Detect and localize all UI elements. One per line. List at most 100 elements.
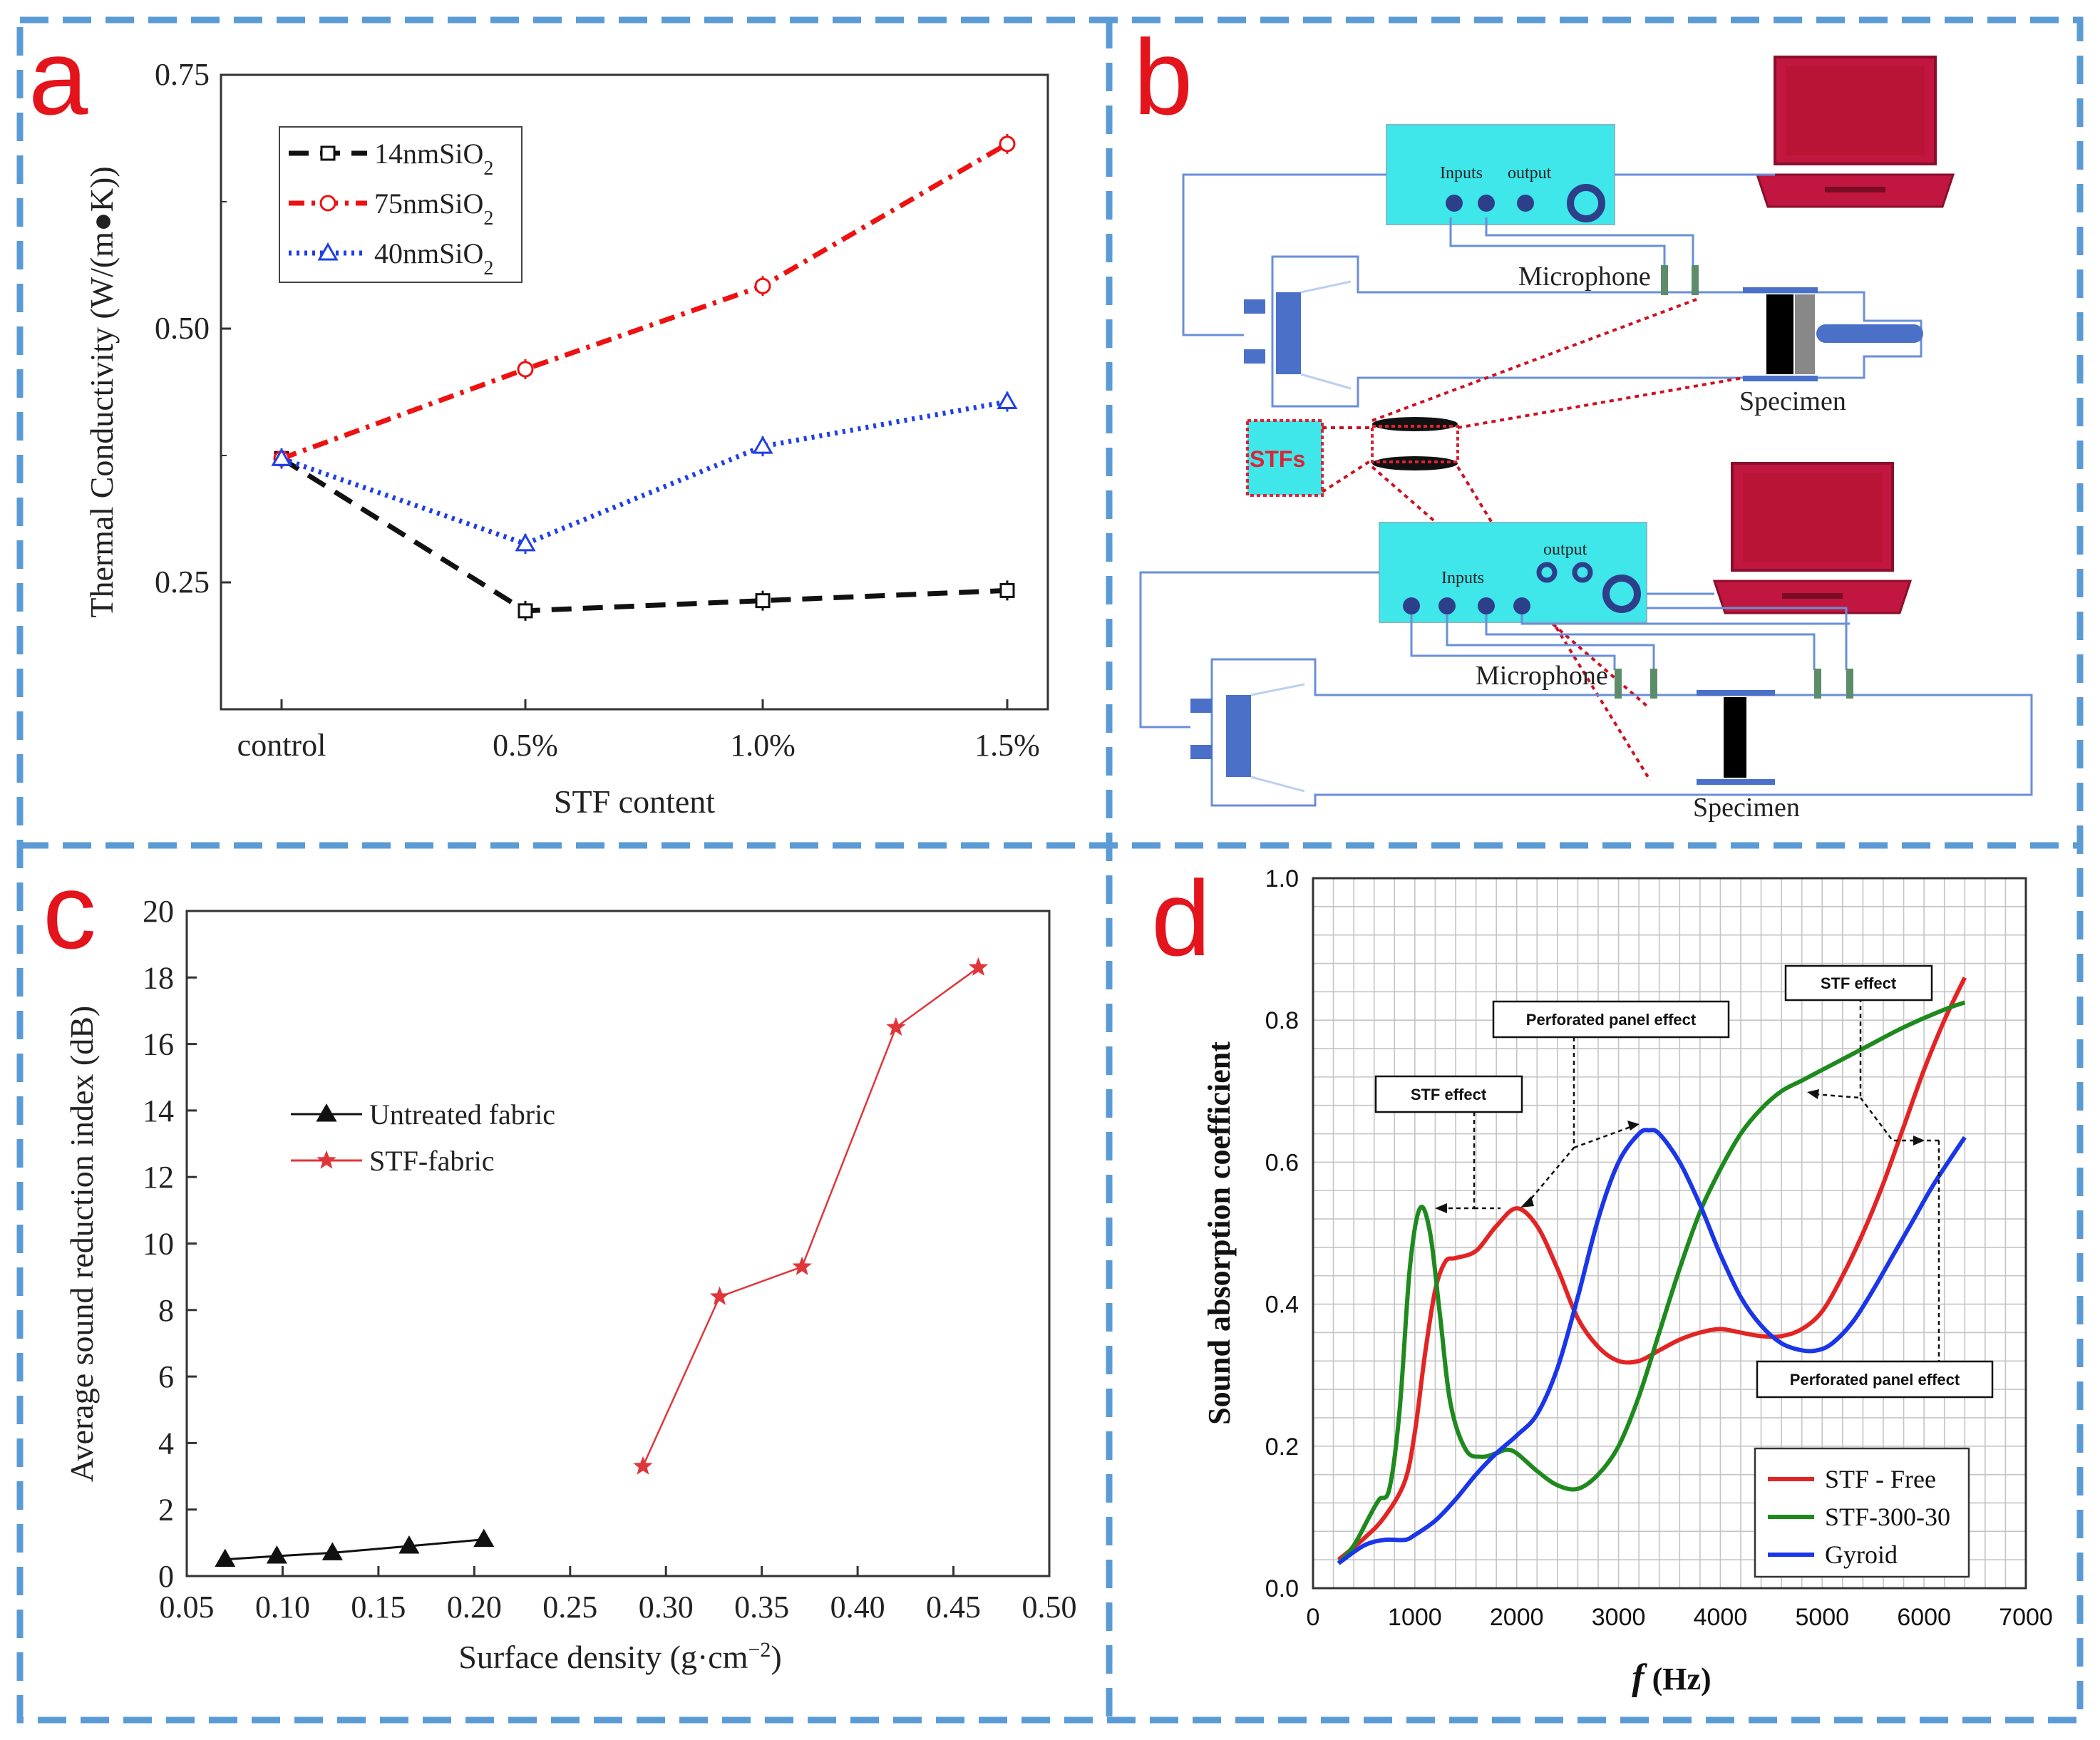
panel-d-ytick-label: 1.0 <box>1265 865 1299 892</box>
panel-c-ytick-label: 16 <box>143 1027 174 1062</box>
panel-d-xtick-label: 6000 <box>1897 1604 1951 1631</box>
annotation-box-stf-effect-2 <box>1784 964 1933 1002</box>
panel-d-xtick-label: 7000 <box>1999 1604 2053 1631</box>
annotation-stf-effect-1: STF effect <box>1411 1086 1487 1103</box>
panel-d-ytick-label: 0.4 <box>1265 1292 1299 1319</box>
panel-a-xtick-label: control <box>237 728 326 763</box>
figure-outer-border <box>16 16 2084 1724</box>
panel-d-legend-label: Gyroid <box>1825 1540 1898 1569</box>
panel-a-ytick-label: 0.50 <box>155 311 210 346</box>
panel-a-point <box>518 603 533 619</box>
panel-c-xlabel: Surface density (g·cm−2) <box>458 1638 781 1676</box>
panel-d-legend-label: STF - Free <box>1825 1465 1936 1493</box>
bottom-output-label: output <box>1543 540 1587 559</box>
panel-a-legend-box <box>279 126 523 283</box>
panel-c-ytick-label: 4 <box>158 1426 174 1461</box>
panel-d-ytick-label: 0.8 <box>1265 1007 1299 1034</box>
panel-c-xtick-label: 0.40 <box>830 1590 885 1625</box>
panel-a-xtick-label: 1.5% <box>974 728 1040 763</box>
bottom-specimen-label: Specimen <box>1693 793 1800 823</box>
panel-d-ytick-label: 0.0 <box>1265 1575 1299 1602</box>
bottom-inputs-label: Inputs <box>1441 569 1484 587</box>
panel-d-annotations: STF effect Perforated panel effect STF e… <box>1374 964 1994 1399</box>
annotation-stf-effect-2: STF effect <box>1821 974 1897 992</box>
panel-d-series-line-1 <box>1337 1000 1966 1565</box>
panel-d-xtick-label: 2000 <box>1490 1604 1544 1631</box>
panel-a-legend-label: 14nmSiO2 <box>374 138 493 180</box>
panel-c-xtick-label: 0.15 <box>351 1590 406 1625</box>
panel-d-label: d <box>1151 858 1210 978</box>
panel-c-point <box>321 1542 343 1560</box>
panel-c-label: c <box>43 851 96 971</box>
panel-c-ytick-label: 8 <box>158 1293 174 1328</box>
panel-d-plot-frame <box>1312 877 2027 1590</box>
panel-a-xlabel: STF content <box>554 783 715 820</box>
panel-d-xtick-label: 4000 <box>1694 1604 1748 1631</box>
panel-d-ytick-label: 0.2 <box>1265 1433 1299 1461</box>
panel-c-xtick-label: 0.25 <box>542 1590 597 1625</box>
panel-b: b Inputs output <box>1133 17 2033 823</box>
panel-a-point <box>752 436 773 454</box>
panel-a-legend-marker <box>320 145 336 161</box>
top-input-port-1 <box>1446 195 1463 212</box>
panel-c-xtick-label: 0.30 <box>639 1590 694 1625</box>
panel-c-ytick-label: 18 <box>143 960 174 995</box>
panel-b-label: b <box>1133 17 1193 137</box>
panel-c-point <box>792 1256 812 1275</box>
bottom-microphone-label: Microphone <box>1476 661 1608 691</box>
top-output-label: output <box>1508 164 1552 182</box>
panel-d-series-line-0 <box>1337 977 1967 1562</box>
panel-c-ytick-label: 12 <box>143 1160 174 1195</box>
panel-d-xlabel: f (Hz) <box>1632 1657 1711 1698</box>
panel-c-ytick-label: 0 <box>158 1559 174 1594</box>
panel-a-point <box>517 361 534 378</box>
top-analyzer <box>1386 124 1615 225</box>
panel-c-point <box>473 1528 495 1548</box>
panel-a-legend-marker <box>319 195 336 212</box>
panel-a-point <box>271 448 292 466</box>
panel-c-point <box>886 1016 906 1036</box>
panel-c-point <box>633 1456 653 1475</box>
panel-a-series-line-0 <box>280 456 1008 614</box>
panel-c-ylabel: Average sound reduction index (dB) <box>63 1006 100 1483</box>
panel-c-series-line-1 <box>642 967 979 1467</box>
panel-c-legend-marker <box>316 1103 337 1122</box>
panel-c-ytick-label: 2 <box>158 1493 174 1528</box>
panel-d-legend: STF - Free STF-300-30 Gyroid <box>1754 1447 1970 1578</box>
panel-c-point <box>398 1535 420 1554</box>
panel-c-xtick-label: 0.10 <box>255 1590 310 1625</box>
panel-c-series-line-0 <box>225 1538 484 1561</box>
panel-d-series <box>1337 977 1967 1565</box>
panel-a-point <box>754 277 771 294</box>
annotation-perforated-1: Perforated panel effect <box>1526 1011 1697 1029</box>
panel-a-plot-frame <box>220 73 1049 711</box>
panel-c-point <box>266 1545 287 1564</box>
panel-a-legend-label: 40nmSiO2 <box>374 237 493 279</box>
top-setup: Inputs output <box>1182 56 1955 416</box>
panel-d-axes: 0 1000 2000 3000 4000 5000 6000 7000 0.0 0.2 0.4 0.… <box>1265 865 2053 1631</box>
panel-a-ytick-label: 0.25 <box>155 565 210 599</box>
panel-c-ytick-label: 20 <box>143 894 174 929</box>
panel-c-point <box>709 1286 730 1305</box>
panel-a-point <box>997 391 1018 410</box>
panel-a-axes: control 0.5% 1.0% 1.5% 0.25 0.50 0.75 <box>155 57 1040 763</box>
panel-c-legend-marker <box>316 1150 336 1169</box>
panel-a: a control 0.5% 1.0% 1.5% 0.25 0.50 0.75 Therma… <box>29 17 1049 820</box>
stf-sample-box <box>1246 419 1324 497</box>
bottom-analyzer <box>1379 522 1647 623</box>
top-output-port <box>1567 184 1605 222</box>
panel-d-xtick-label: 5000 <box>1795 1604 1849 1631</box>
panel-d-legend-label: STF-300-30 <box>1825 1503 1950 1531</box>
panel-c-ytick-label: 10 <box>143 1227 174 1262</box>
panel-a-point <box>999 135 1016 153</box>
panel-c-xtick-label: 0.35 <box>734 1590 789 1625</box>
panel-a-ytick-label: 0.75 <box>155 57 210 92</box>
panel-a-legend-label: 75nmSiO2 <box>374 187 493 230</box>
panel-d-xtick-label: 0 <box>1307 1604 1320 1631</box>
panel-a-xtick-label: 1.0% <box>730 728 796 763</box>
panel-a-point <box>999 582 1015 598</box>
panel-c-xtick-label: 0.50 <box>1022 1590 1077 1625</box>
panel-d-ylabel: Sound absorption coefficient <box>1202 1041 1237 1425</box>
panel-c-point <box>968 957 989 976</box>
